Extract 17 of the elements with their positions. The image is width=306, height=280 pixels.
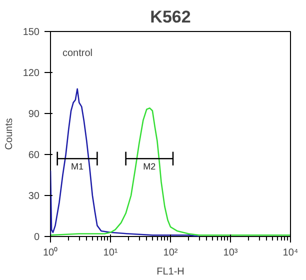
y-tick-label: 30 [28,191,40,202]
annotation: control [62,48,93,59]
x-axis-title: FL1-H [156,266,184,278]
x-tick-label: 10⁰ [42,246,58,258]
y-tick-label: 60 [28,150,40,161]
y-tick-label: 150 [22,27,40,38]
series-label: M2 [143,162,156,172]
y-tick-label: 120 [22,68,40,79]
y-tick-label: 90 [28,109,40,120]
x-tick-label: 10² [163,248,178,258]
y-tick-label: 0 [34,232,40,243]
y-axis-title: Counts [4,118,15,150]
x-tick-label: 10⁴ [282,248,298,258]
x-tick-label: 10¹ [103,248,118,258]
chart-title: K562 [150,8,191,26]
series-label: M1 [71,162,84,172]
x-tick-label: 10³ [223,248,238,258]
